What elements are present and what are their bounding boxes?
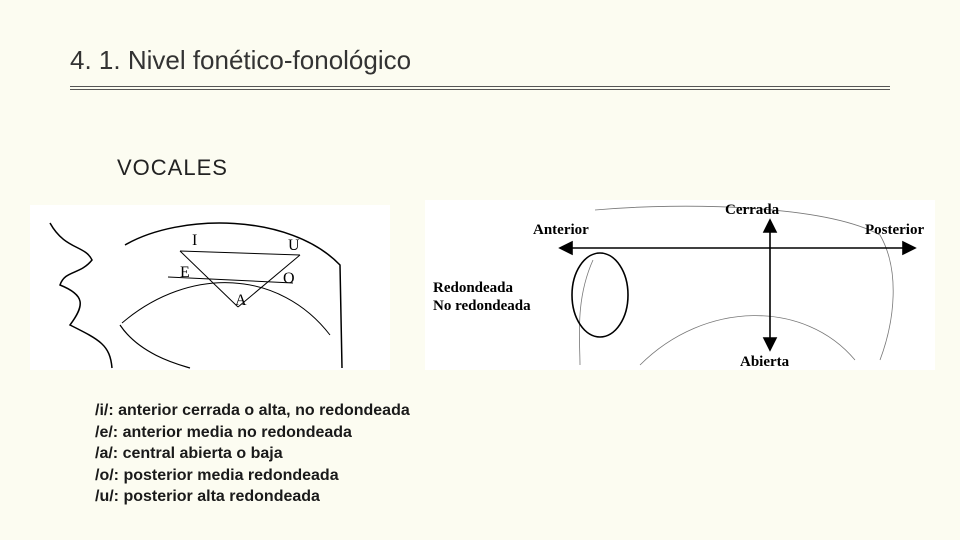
vowel-definitions: /i/: anterior cerrada o alta, no redonde… [95,400,410,508]
axis-horizontal [560,242,915,254]
label-posterior: Posterior [865,222,924,238]
vowel-letter-e: E [180,264,190,281]
def-a: /a/: central abierta o baja [95,443,410,465]
head-outline-top [595,206,893,360]
head-outline-front [579,260,593,365]
vowel-triangle-svg: I U E O A [30,205,390,370]
label-anterior: Anterior [533,222,589,238]
lips-outline [50,223,112,368]
def-o: /o/: posterior media redondeada [95,465,410,487]
label-cerrada: Cerrada [725,202,780,218]
page-title: 4. 1. Nivel fonético-fonológico [70,45,411,76]
title-underline [70,86,890,90]
def-i: /i/: anterior cerrada o alta, no redonde… [95,400,410,422]
palate-outline [125,223,342,368]
def-u: /u/: posterior alta redondeada [95,486,410,508]
tongue-outline [122,283,330,335]
vowel-letter-o: O [283,270,295,287]
figure-articulation-axes: Cerrada Abierta Anterior Posterior Redon… [425,200,935,370]
lips-ellipse [572,253,628,337]
slide: 4. 1. Nivel fonético-fonológico VOCALES … [0,0,960,540]
vowel-letter-u: U [288,237,300,254]
vowel-letter-i: I [192,232,197,249]
label-redondeada: Redondeada [433,280,514,296]
axis-vertical [764,220,776,350]
figure-vowel-triangle: I U E O A [30,205,390,370]
label-no-redondeada: No redondeada [433,298,531,314]
label-abierta: Abierta [740,354,790,370]
vowel-letter-a: A [235,292,247,309]
articulation-axes-svg: Cerrada Abierta Anterior Posterior Redon… [425,200,935,370]
section-subhead: VOCALES [117,155,228,181]
jaw-outline [120,325,190,368]
def-e: /e/: anterior media no redondeada [95,422,410,444]
